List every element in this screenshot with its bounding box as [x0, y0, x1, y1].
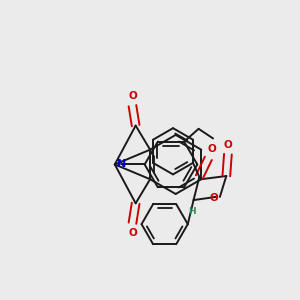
Text: O: O	[224, 140, 232, 150]
Text: H: H	[188, 207, 196, 216]
Text: O: O	[128, 228, 137, 238]
Text: O: O	[210, 194, 218, 203]
Text: O: O	[128, 91, 137, 101]
Text: N: N	[117, 159, 126, 170]
Text: O: O	[207, 145, 216, 154]
